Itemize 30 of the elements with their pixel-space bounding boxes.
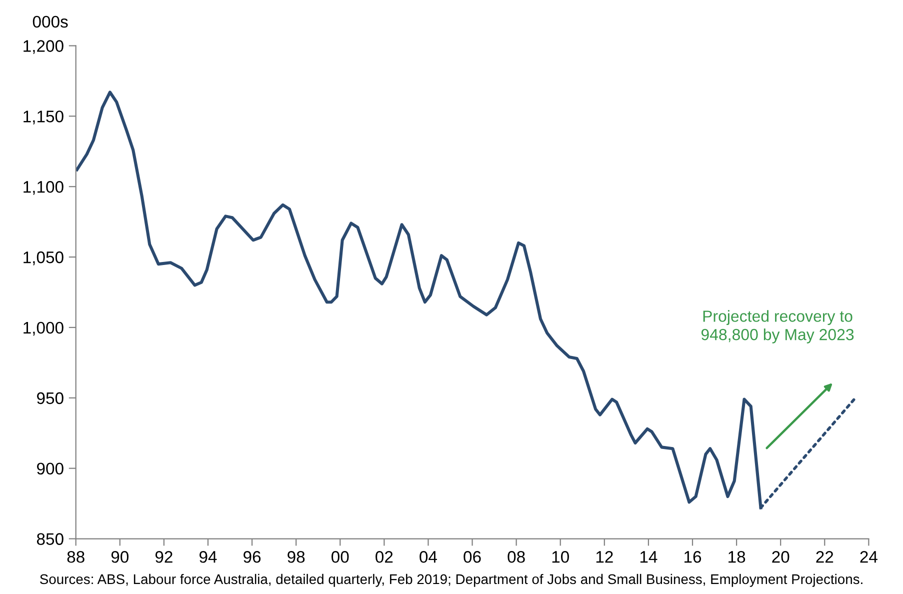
x-tick-label: 02 [376, 551, 393, 563]
x-tick-label: 16 [684, 551, 702, 563]
y-axis-title: 000s [32, 16, 68, 28]
y-tick-label: 1,050 [24, 251, 64, 266]
annotation: Projected recovery to 948,800 by May 2023 [701, 310, 854, 344]
x-tick-label: 04 [420, 551, 438, 563]
x-tick-label: 14 [640, 551, 658, 563]
x-tick-label: 00 [332, 551, 349, 563]
x-tick-label: 18 [728, 551, 746, 563]
x-tick-label: 20 [772, 551, 790, 563]
x-tick-label: 24 [860, 551, 878, 563]
y-tick-label: 1,100 [24, 181, 64, 195]
x-tick-label: 12 [596, 551, 613, 563]
y-tick-label: 950 [37, 392, 64, 404]
x-tick-label: 96 [244, 551, 261, 563]
y-tick-label: 900 [37, 462, 64, 475]
x-tick-label: 08 [508, 551, 525, 563]
x-tick-label: 10 [552, 551, 569, 563]
x-tick-label: 88 [67, 551, 84, 563]
x-tick-label: 94 [200, 551, 217, 563]
y-tick-label: 1,000 [24, 322, 64, 336]
y-tick-label: 1,200 [24, 40, 64, 54]
x-tick-label: 22 [816, 551, 834, 563]
x-tick-label: 98 [288, 551, 305, 563]
x-tick-label: 06 [464, 551, 481, 563]
y-tick-label: 1,150 [24, 110, 64, 124]
x-tick-label: 92 [155, 551, 172, 563]
x-tick-label: 90 [111, 551, 129, 563]
y-tick-label: 850 [36, 533, 64, 545]
source-note: Sources: ABS, Labour force Australia, detailed quarterly, Feb 2019; Department of Jobs and Small Business, Employment Projections. [40, 574, 862, 587]
